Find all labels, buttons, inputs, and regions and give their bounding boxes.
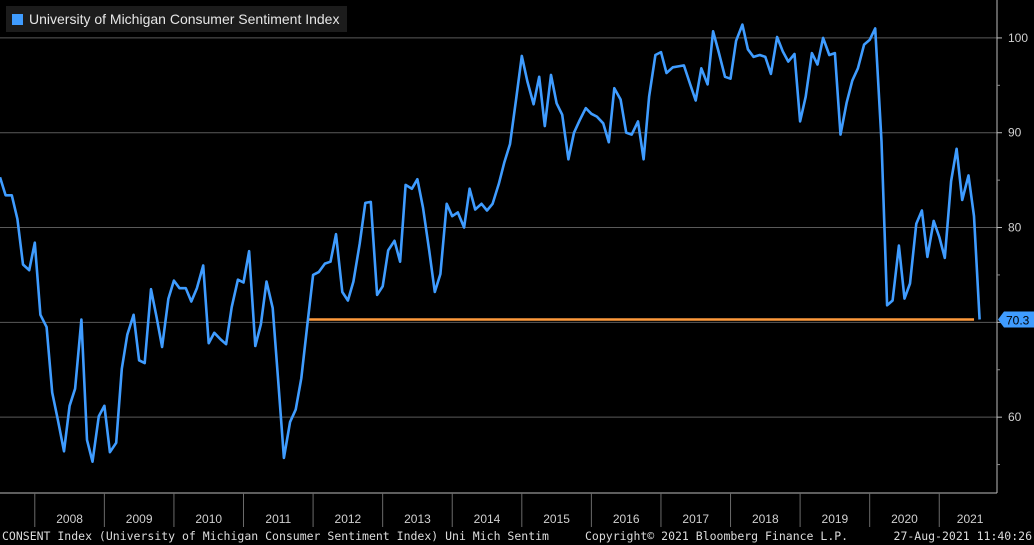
x-tick-label: 2018 [752,512,779,526]
y-tick-label: 100 [1008,31,1028,45]
legend[interactable]: University of Michigan Consumer Sentimen… [6,6,348,32]
series-line [0,23,981,464]
footer-bar: CONSENT Index (University of Michigan Co… [0,527,1034,545]
legend-swatch [12,13,23,25]
x-tick-label: 2021 [957,512,984,526]
x-axis-ticks: 2008 2009 2010 2011 2012 2013 2014 2015 2016 2017… [34,493,984,527]
x-tick-label: 2020 [891,512,918,526]
x-tick-label: 2017 [682,512,709,526]
y-tick-label: 60 [1008,410,1022,424]
y-tick-label: 90 [1008,126,1022,140]
x-tick-label: 2008 [56,512,83,526]
y-tick-label: 80 [1008,221,1022,235]
x-tick-label: 2019 [822,512,849,526]
x-tick-label: 2014 [474,512,501,526]
x-tick-label: 2012 [335,512,362,526]
chart-axes [0,0,998,494]
x-tick-label: 2013 [404,512,431,526]
x-tick-label: 2015 [543,512,570,526]
legend-label: University of Michigan Consumer Sentimen… [29,11,340,27]
x-tick-label: 2016 [613,512,640,526]
footer-copyright: Copyright© 2021 Bloomberg Finance L.P. [585,529,849,543]
x-tick-label: 2011 [265,512,291,526]
series-group [0,23,981,464]
y-axis-ticks: 60708090100 [997,31,1028,466]
last-value-label: 70.3 [1006,314,1030,328]
footer-ticker-description: CONSENT Index (University of Michigan Co… [2,529,549,543]
last-value-tag [998,311,1034,328]
footer-timestamp: 27-Aug-2021 11:40:26 [893,529,1032,543]
x-tick-label: 2010 [195,512,222,526]
x-tick-label: 2009 [126,512,153,526]
last-value-tag-group: 70.3 [998,311,1034,328]
